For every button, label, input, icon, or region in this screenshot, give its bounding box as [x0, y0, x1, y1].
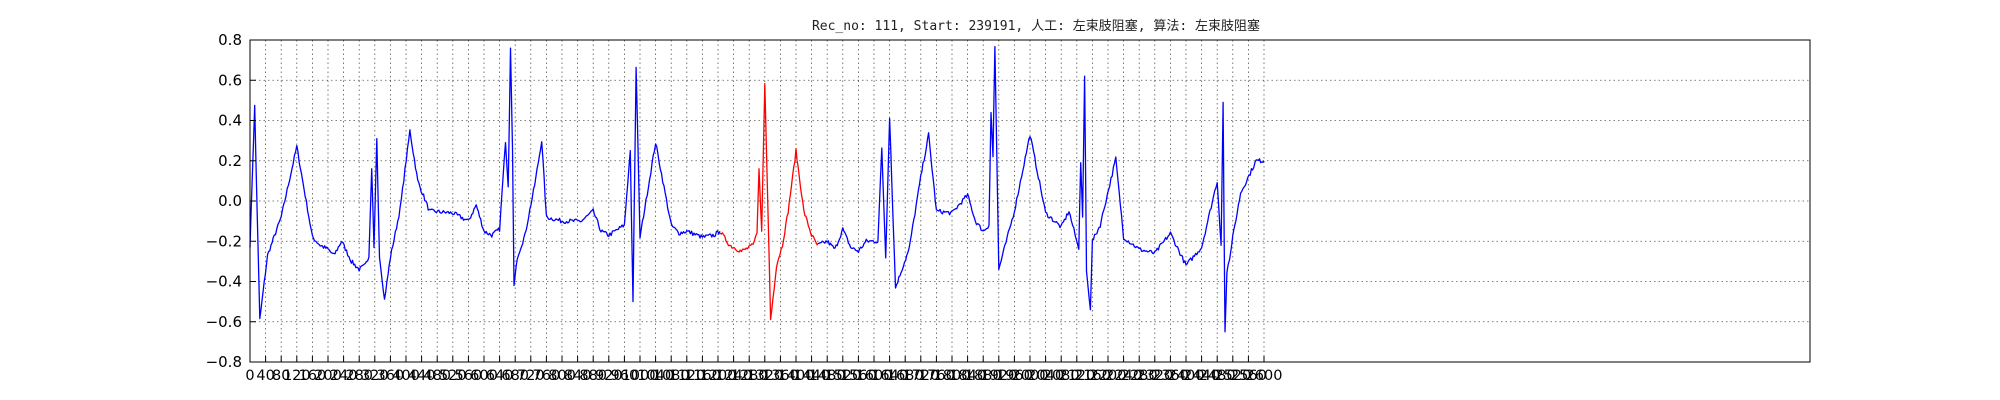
x-tick-label: 1760 [918, 368, 955, 384]
x-tick-label: 120 [283, 368, 311, 384]
ecg-series-line-3 [817, 45, 1265, 333]
x-tick-label: 400 [392, 368, 420, 384]
x-tick-label: 1200 [700, 368, 737, 384]
x-tick-label: 680 [501, 368, 529, 384]
x-tick-label: 1720 [902, 368, 939, 384]
x-tick-label: 1560 [840, 368, 877, 384]
x-tick-label: 2160 [1074, 368, 1111, 384]
x-tick-label: 280 [345, 368, 373, 384]
x-tick-label: 1480 [809, 368, 846, 384]
x-tick-label: 1160 [684, 368, 721, 384]
x-tick-label: 2560 [1230, 368, 1267, 384]
x-tick-label: 2480 [1199, 368, 1236, 384]
x-tick-label: 2520 [1214, 368, 1251, 384]
x-tick-label: 360 [377, 368, 405, 384]
x-tick-label: 0 [245, 368, 254, 384]
x-tick-label: 880 [579, 368, 607, 384]
x-tick-label: 1960 [996, 368, 1033, 384]
x-tick-label: 200 [314, 368, 342, 384]
x-tick-label: 800 [548, 368, 576, 384]
x-tick-label: 560 [455, 368, 483, 384]
x-tick-label: 1520 [824, 368, 861, 384]
x-tick-label: 1840 [949, 368, 986, 384]
ecg-traces [249, 45, 1265, 333]
x-tick-label: 80 [272, 368, 290, 384]
x-tick-label: 1120 [668, 368, 705, 384]
x-tick-label: 2400 [1168, 368, 1205, 384]
x-tick-label: 2280 [1121, 368, 1158, 384]
y-tick-label: −0.8 [206, 353, 242, 371]
x-tick-label: 2080 [1043, 368, 1080, 384]
x-tick-label: 2440 [1183, 368, 1220, 384]
ecg-series-line-2 [719, 83, 819, 321]
x-tick-label: 640 [486, 368, 514, 384]
x-tick-label: 1680 [887, 368, 924, 384]
x-tick-label: 2120 [1058, 368, 1095, 384]
y-tick-label: 0.4 [218, 112, 242, 130]
y-tick-label: 0.8 [218, 31, 242, 49]
x-tick-label: 1280 [731, 368, 768, 384]
ecg-series-line-1 [249, 47, 721, 320]
x-tick-label: 1320 [746, 368, 783, 384]
x-tick-label: 600 [470, 368, 498, 384]
x-tick-label: 440 [408, 368, 436, 384]
x-tick-label: 960 [611, 368, 639, 384]
x-tick-label: 2000 [1012, 368, 1049, 384]
x-tick-label: 1360 [762, 368, 799, 384]
y-tick-label: 0.2 [218, 152, 242, 170]
x-tick-label: 1440 [793, 368, 830, 384]
y-tick-label: −0.6 [206, 313, 242, 331]
y-tick-label: −0.2 [206, 232, 242, 250]
x-tick-label: 1640 [871, 368, 908, 384]
x-tick-label: 1080 [653, 368, 690, 384]
x-tick-label: 760 [533, 368, 561, 384]
x-tick-label: 920 [595, 368, 623, 384]
x-tick-label: 1400 [778, 368, 815, 384]
x-tick-label: 1000 [622, 368, 659, 384]
x-tick-label: 1240 [715, 368, 752, 384]
x-tick-label: 1880 [965, 368, 1002, 384]
plot-frame [249, 39, 1811, 363]
y-tick-label: 0.0 [218, 192, 242, 210]
x-tick-label: 840 [564, 368, 592, 384]
y-axis-ticks: −0.8 −0.6 −0.4 −0.2 0.0 0.2 0.4 0.6 0.8 [206, 31, 256, 371]
x-tick-label: 2320 [1136, 368, 1173, 384]
x-tick-label: 520 [439, 368, 467, 384]
x-tick-label: 2240 [1105, 368, 1142, 384]
x-axis-ticks: 0 408012016020024028032036040044048052056… [245, 356, 1282, 384]
x-tick-label: 1040 [637, 368, 674, 384]
chart-title: Rec_no: 111, Start: 239191, 人工: 左束肢阻塞, 算… [812, 18, 1260, 34]
x-tick-label: 40 [256, 368, 274, 384]
x-tick-label: 1600 [856, 368, 893, 384]
y-tick-label: 0.6 [218, 71, 242, 89]
x-tick-label: 480 [423, 368, 451, 384]
x-tick-label: 240 [330, 368, 358, 384]
x-tick-label: 2200 [1090, 368, 1127, 384]
x-tick-label: 2600 [1246, 368, 1283, 384]
x-tick-label: 1800 [934, 368, 971, 384]
x-tick-label: 2360 [1152, 368, 1189, 384]
x-tick-label: 1920 [980, 368, 1017, 384]
x-tick-label: 2040 [1027, 368, 1064, 384]
grid-lines [250, 40, 1810, 362]
x-tick-label: 720 [517, 368, 545, 384]
x-tick-label: 160 [299, 368, 327, 384]
y-tick-label: −0.4 [206, 273, 242, 291]
x-tick-label: 320 [361, 368, 389, 384]
